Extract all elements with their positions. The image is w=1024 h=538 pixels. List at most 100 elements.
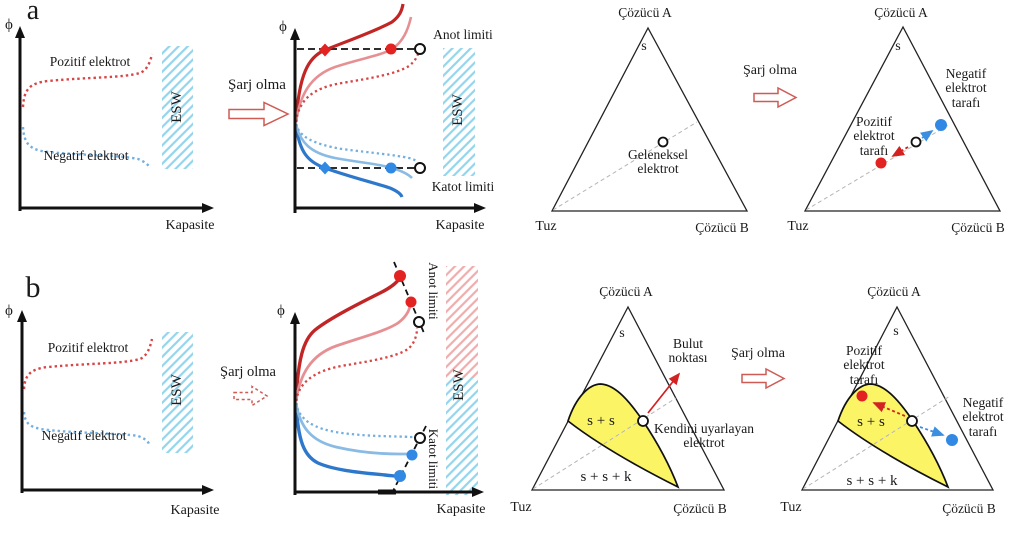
anode-limit-label: Anot limiti: [425, 262, 441, 320]
panel-b-after-plot: [290, 261, 484, 497]
self-adapting-electrolyte-label: Kendini uyarlayan elektrot: [653, 421, 755, 451]
esw-label: ESW: [450, 369, 467, 401]
solvent-a-label: Çözücü A: [867, 284, 921, 299]
three-phase-region-label: s + s + k: [580, 469, 632, 485]
electrolyte-point-marker: [637, 415, 649, 427]
cathode-limit-label: Katot limiti: [425, 428, 441, 490]
red-circle-marker: [394, 270, 406, 282]
salt-label: Tuz: [780, 500, 802, 515]
three-phase-region-label: s + s + k: [846, 473, 898, 489]
dotted-blue-curve: [294, 123, 420, 165]
esw-label: ESW: [449, 94, 466, 126]
esw-label: ESW: [168, 374, 185, 406]
y-axis-arrowhead: [15, 26, 25, 38]
light-blue-curve: [294, 123, 413, 179]
dark-blue-curve: [294, 402, 400, 479]
red-circle-marker: [385, 43, 397, 55]
ternary-triangle: [550, 26, 749, 212]
light-red-curve: [294, 305, 412, 402]
negative-side-label: Negatif elektrot tarafı: [945, 66, 987, 110]
charge-arrow-icon: [741, 367, 786, 390]
conventional-electrolyte-label: Geleneksel elektrot: [628, 147, 688, 177]
solvent-a-label: Çözücü A: [599, 284, 653, 299]
panel-b-ternary-after: [800, 305, 995, 491]
panel-b-ternary-before: [530, 305, 726, 491]
negative-side-marker: [935, 119, 947, 131]
solvent-b-label: Çözücü B: [942, 501, 996, 516]
blue-circle-marker: [394, 470, 406, 482]
x-axis-arrowhead: [202, 485, 214, 495]
miscibility-gap-region: [837, 383, 950, 489]
phi-axis-label: ϕ: [5, 303, 13, 319]
esw-band-anode: [446, 266, 478, 378]
charge-label: Şarj olma: [228, 77, 286, 93]
blue-circle-marker: [406, 449, 418, 461]
x-axis-arrowhead: [472, 487, 484, 497]
positive-side-label: Pozitif elektrot tarafı: [843, 343, 885, 387]
y-axis-arrowhead: [17, 310, 27, 322]
salt-label: Tuz: [787, 219, 809, 234]
electrolyte-point-marker: [657, 136, 669, 148]
open-circle-marker: [413, 316, 425, 328]
positive-shift-arrow: [891, 145, 909, 157]
solvent-b-label: Çözücü B: [951, 220, 1005, 235]
phi-axis-label: ϕ: [279, 19, 287, 35]
capacity-axis-label: Kapasite: [165, 218, 215, 233]
dark-blue-curve: [294, 123, 404, 198]
dilution-dashed-line: [802, 395, 951, 490]
positive-side-label: Pozitif elektrot tarafı: [853, 114, 895, 158]
panel-a-after-plot: [290, 3, 486, 213]
dilution-dashed-line: [552, 121, 698, 211]
panel-b-letter: b: [25, 271, 41, 304]
panel-a-letter: a: [26, 0, 40, 26]
charge-arrow-icon: [753, 86, 798, 109]
negative-shift-arrow: [920, 129, 934, 142]
dotted-red-curve: [294, 53, 420, 123]
ternary-triangle: [803, 25, 1002, 212]
solvent-a-label: Çözücü A: [618, 5, 672, 20]
positive-shift-arrow: [872, 402, 906, 417]
negative-side-label: Negatif elektrot tarafı: [962, 395, 1004, 439]
capacity-axis-label: Kapasite: [435, 218, 485, 233]
single-phase-label: s: [893, 324, 899, 339]
negative-electrode-label: Negatif elektrot: [41, 428, 127, 443]
panel-b-before-plot: [17, 310, 214, 495]
negative-electrode-curve: [21, 126, 151, 168]
negative-electrode-curve: [22, 411, 151, 445]
positive-electrode-label: Pozitif elektrot: [49, 54, 131, 69]
dilution-dashed-line: [532, 397, 677, 490]
solvent-b-label: Çözücü B: [673, 501, 727, 516]
esw-label: ESW: [168, 91, 185, 123]
phi-axis-label: ϕ: [277, 303, 285, 319]
salt-label: Tuz: [510, 500, 532, 515]
y-axis-arrowhead: [290, 312, 300, 324]
charge-arrow-icon: [228, 101, 290, 127]
negative-side-marker: [946, 434, 958, 446]
anode-limit-label: Anot limiti: [433, 27, 493, 42]
dark-red-curve: [294, 277, 401, 402]
two-phase-region-label: s + s: [587, 413, 615, 429]
dotted-blue-curve: [294, 402, 419, 439]
capacity-axis-label: Kapasite: [436, 502, 486, 517]
x-axis-arrowhead: [474, 203, 486, 213]
cloud-point-label: Bulut noktası: [668, 336, 708, 366]
electrolyte-point-marker: [910, 136, 922, 148]
solvent-b-label: Çözücü B: [695, 220, 749, 235]
positive-electrode-label: Pozitif elektrot: [47, 340, 129, 355]
light-red-curve: [294, 16, 413, 123]
esw-band: [443, 48, 475, 176]
charge-label: Şarj olma: [730, 346, 786, 361]
open-circle-marker: [414, 432, 426, 444]
positive-electrode-curve: [22, 338, 154, 390]
y-axis-arrowhead: [290, 28, 300, 40]
positive-side-marker: [856, 390, 868, 402]
open-circle-marker: [414, 162, 426, 174]
red-circle-marker: [405, 296, 417, 308]
panel-a-ternary-after: [803, 25, 1002, 212]
charge-label: Şarj olma: [742, 63, 798, 78]
dark-red-curve: [294, 3, 405, 123]
charge-arrow-icon: [233, 385, 269, 407]
electrolyte-point-marker: [906, 415, 918, 427]
positive-side-marker: [875, 157, 887, 169]
